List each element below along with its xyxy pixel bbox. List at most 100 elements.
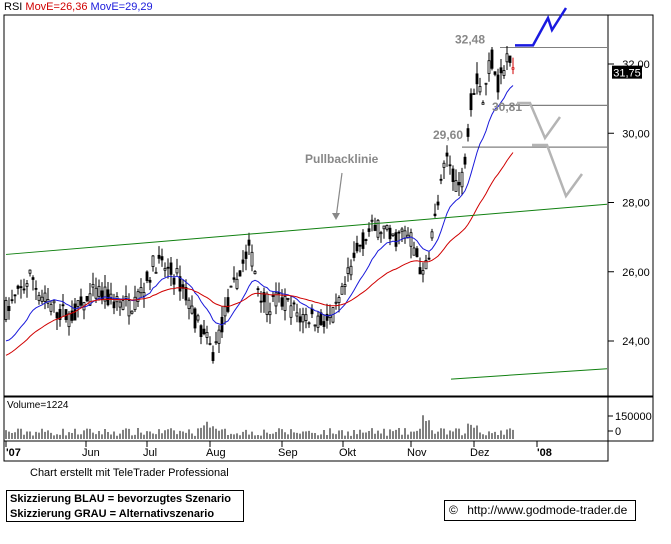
candle-body xyxy=(346,267,350,274)
candle-body xyxy=(49,303,53,312)
candle-body xyxy=(430,231,434,239)
candle-body xyxy=(76,300,80,307)
ma-long-legend: MovE=29,29 xyxy=(90,1,153,13)
candle-body xyxy=(448,164,452,167)
y-tick-label: 30,00 xyxy=(622,128,650,140)
candle-body xyxy=(457,182,461,186)
candle-body xyxy=(22,288,26,291)
candle-body xyxy=(304,314,308,321)
candle-body xyxy=(241,259,245,264)
candle-body xyxy=(298,316,302,323)
candle-body xyxy=(325,313,329,321)
candle-body xyxy=(211,352,215,361)
candle-body xyxy=(154,271,158,274)
ma-short-legend: MovE=26,36 xyxy=(25,1,88,13)
candle-body xyxy=(400,228,404,232)
candle-body xyxy=(184,287,188,301)
scenario-note-grey: Skizzierung GRAU = Alternativszenario xyxy=(10,508,215,520)
candle-body xyxy=(232,277,236,280)
lower-trendline xyxy=(450,368,608,380)
candle-body xyxy=(139,287,143,294)
candle-body xyxy=(445,152,449,157)
candle-body xyxy=(274,292,278,307)
candle-body xyxy=(94,287,98,299)
ma-short-line xyxy=(5,85,514,342)
candle-body xyxy=(508,55,512,63)
candle-body xyxy=(382,225,386,230)
candle-body xyxy=(238,270,242,277)
candle-body xyxy=(310,308,314,315)
volume-tick-label: 0 xyxy=(615,426,621,438)
candle-body xyxy=(433,213,437,216)
price-panel-frame xyxy=(3,14,609,397)
candle-body xyxy=(97,285,101,297)
candle-body xyxy=(442,162,446,168)
annotation-label: 29,60 xyxy=(433,128,463,142)
candle-body xyxy=(478,86,482,93)
x-tick-label: '07 xyxy=(6,447,21,459)
date-axis-area xyxy=(3,440,609,462)
candle-body xyxy=(334,301,338,304)
website-url[interactable]: http://www.godmode-trader.de xyxy=(467,503,628,517)
candle-body xyxy=(250,251,254,267)
candle-body xyxy=(403,230,407,239)
candle-body xyxy=(421,270,425,275)
date-axis: '07 Jun Jul Aug Sep Okt Nov Dez '08 xyxy=(5,441,552,459)
candle-body xyxy=(451,168,455,183)
volume-bars xyxy=(5,415,514,439)
candle-body xyxy=(439,178,443,181)
x-tick-label: Okt xyxy=(339,447,356,459)
candle-body xyxy=(253,271,257,275)
candle-body xyxy=(235,278,239,289)
candle-body xyxy=(25,283,29,287)
candle-body xyxy=(373,224,377,231)
candle-body xyxy=(472,93,476,95)
candle-body xyxy=(475,73,479,85)
candle-body xyxy=(358,244,362,247)
volume-axis-area xyxy=(607,396,654,442)
candle-body xyxy=(79,296,83,306)
candle-body xyxy=(196,315,200,321)
candle-body xyxy=(301,313,305,323)
candle-body xyxy=(394,232,398,247)
candle-body xyxy=(190,305,194,314)
candle-body xyxy=(205,332,209,338)
y-tick-label: 24,00 xyxy=(622,336,650,348)
candle-body xyxy=(490,49,494,69)
indicator-legend: RSI MovE=26,36 MovE=29,29 xyxy=(4,1,153,13)
candle-body xyxy=(202,328,206,335)
candle-body xyxy=(343,284,347,287)
candle-body xyxy=(91,283,95,288)
candle-body xyxy=(19,286,23,288)
candle-body xyxy=(313,324,317,327)
candle-body xyxy=(436,201,440,206)
candle-body xyxy=(160,256,164,261)
last-price-label: 31,75 xyxy=(613,68,641,80)
candle-body xyxy=(463,156,467,165)
candle-body xyxy=(7,305,11,312)
candle-body xyxy=(397,231,401,234)
candle-body xyxy=(157,254,161,259)
candle-body xyxy=(229,285,233,288)
y-tick-label: 26,00 xyxy=(622,267,650,279)
candle-body xyxy=(319,312,323,325)
candle-body xyxy=(496,74,500,93)
candle-body xyxy=(322,321,326,327)
candle-body xyxy=(175,268,179,274)
website-link[interactable]: © http://www.godmode-trader.de xyxy=(444,500,636,521)
candle-body xyxy=(52,300,56,304)
candle-body xyxy=(31,277,35,280)
candle-body xyxy=(460,171,464,188)
candle-body xyxy=(499,67,503,74)
candle-body xyxy=(136,291,140,302)
ma-long-line xyxy=(5,152,514,356)
candle-body xyxy=(208,343,212,345)
candle-body xyxy=(67,313,71,328)
scenario-blue-path xyxy=(515,7,568,47)
candle-body xyxy=(28,269,32,274)
x-tick-label: Jul xyxy=(143,447,157,459)
candle-body xyxy=(187,299,191,309)
volume-label: Volume=1224 xyxy=(7,400,69,411)
candle-body xyxy=(151,255,155,268)
candle-body xyxy=(412,247,416,256)
